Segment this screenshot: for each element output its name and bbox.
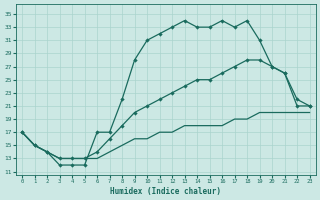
X-axis label: Humidex (Indice chaleur): Humidex (Indice chaleur)	[110, 187, 221, 196]
